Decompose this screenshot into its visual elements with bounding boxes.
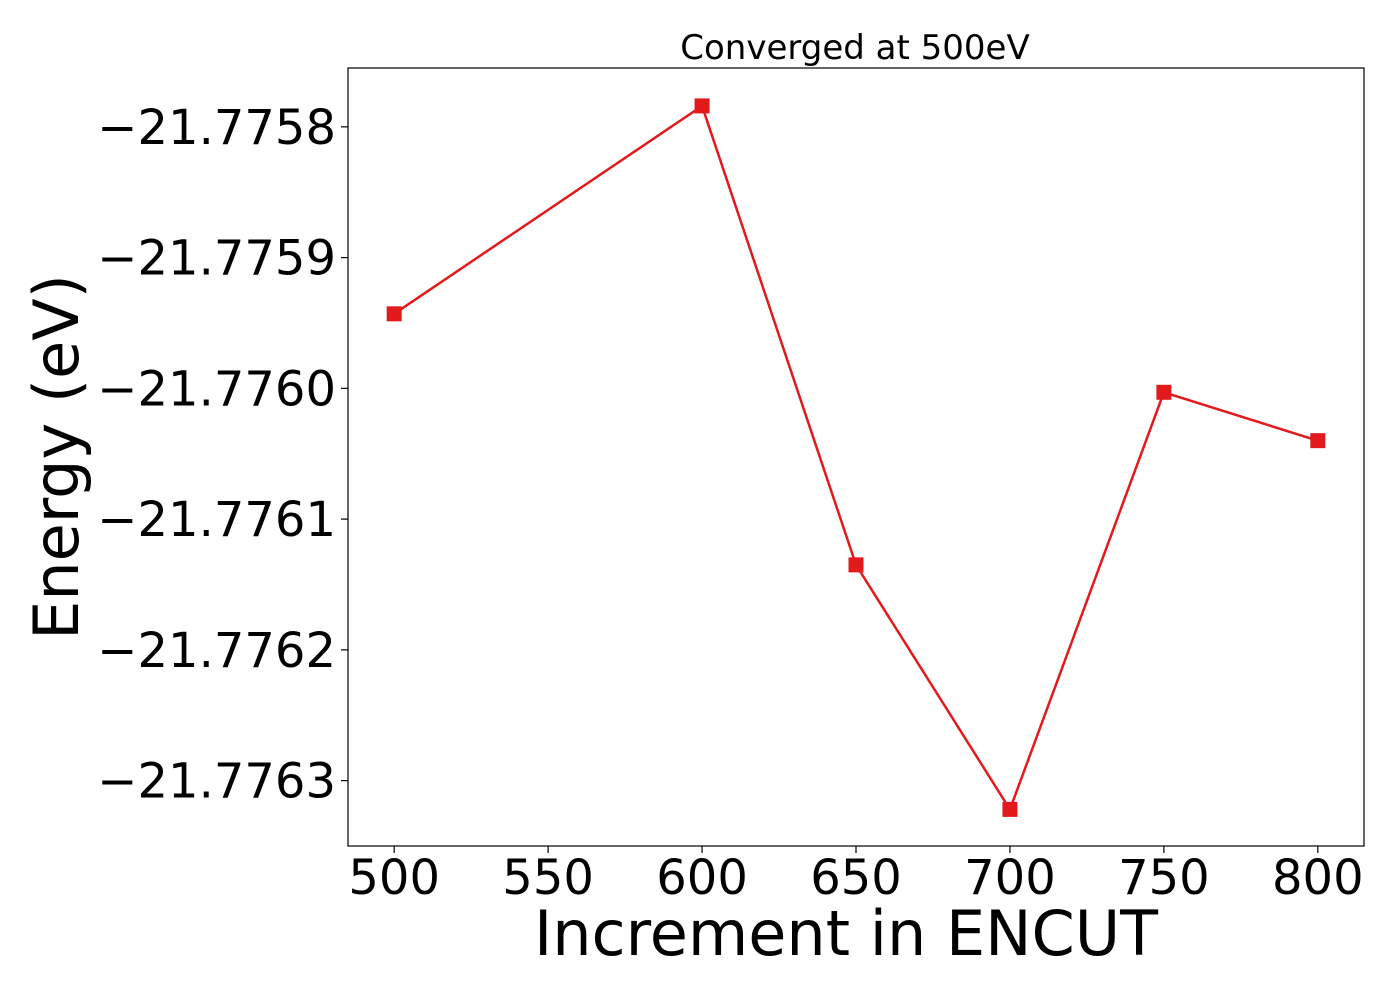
y-tick-label: −21.7760 bbox=[97, 361, 336, 417]
y-tick-label: −21.7758 bbox=[97, 100, 336, 156]
data-point-marker bbox=[1156, 384, 1172, 400]
y-tick-label: −21.7763 bbox=[97, 754, 336, 810]
data-point-marker bbox=[848, 557, 864, 573]
y-tick-label: −21.7762 bbox=[97, 623, 336, 679]
data-point-marker bbox=[1310, 433, 1326, 449]
plot-area bbox=[347, 67, 1365, 847]
chart-title: Converged at 500eV bbox=[680, 28, 1029, 68]
x-axis-label: Increment in ENCUT bbox=[534, 897, 1159, 970]
x-tick-label: 700 bbox=[964, 850, 1056, 906]
x-tick-label: 800 bbox=[1272, 850, 1364, 906]
x-tick-label: 600 bbox=[656, 850, 748, 906]
series-layer bbox=[386, 98, 1326, 817]
data-point-marker bbox=[694, 98, 710, 114]
data-point-marker bbox=[386, 306, 402, 322]
series-line bbox=[393, 103, 1319, 813]
data-point-marker bbox=[1002, 801, 1018, 817]
y-tick-label: −21.7759 bbox=[97, 231, 336, 287]
y-axis-label: Energy (eV) bbox=[20, 274, 93, 640]
y-tick-label: −21.7761 bbox=[97, 492, 336, 548]
x-tick-label: 750 bbox=[1118, 850, 1210, 906]
x-axis-ticks: 500 550 600 650 700 750 800 bbox=[348, 846, 1364, 906]
x-tick-label: 500 bbox=[348, 850, 440, 906]
x-tick-label: 550 bbox=[502, 850, 594, 906]
y-axis-ticks: −21.7758 −21.7759 −21.7760 −21.7761 −21.7762… bbox=[97, 100, 348, 810]
x-tick-label: 650 bbox=[810, 850, 902, 906]
